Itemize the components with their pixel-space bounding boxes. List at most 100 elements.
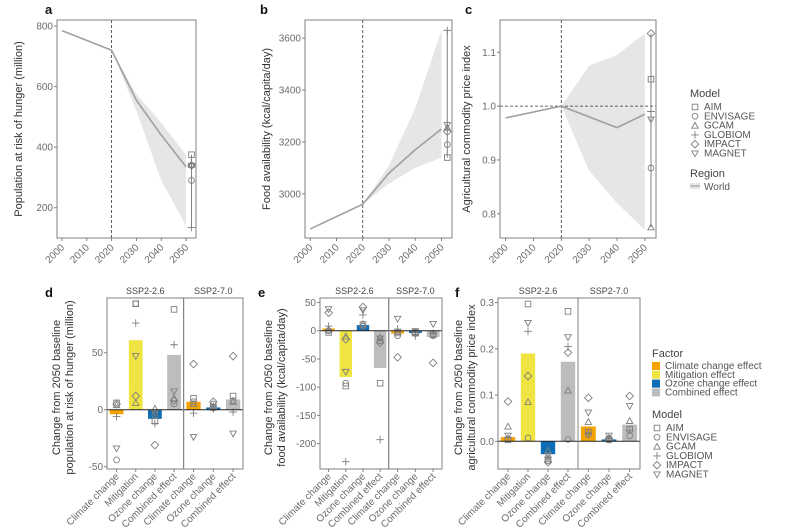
model-point-magnet [187, 162, 196, 171]
model-point-envisage [113, 456, 120, 464]
model-point-magnet [170, 388, 179, 396]
model-point-gcam [358, 319, 367, 327]
legend-label: Climate change effect [665, 361, 762, 372]
x-tick-label: 2050 [423, 242, 447, 266]
model-point-globiom [504, 433, 512, 442]
plot-frame [56, 19, 197, 239]
bar-climate [109, 409, 124, 415]
model-point-aim [188, 151, 195, 158]
model-point-globiom [625, 426, 634, 434]
x-tick-label: 2020 [344, 242, 368, 266]
legend-key-ozone [652, 379, 660, 388]
model-point-globiom [393, 325, 402, 333]
y-tick-label: 0.3 [480, 298, 494, 309]
model-point-impact [503, 397, 513, 406]
model-point-envisage [376, 337, 384, 345]
model-point-impact [604, 434, 614, 444]
model-point-globiom [324, 322, 333, 331]
model-point-magnet [376, 335, 385, 343]
y-tick-label: 3400 [279, 86, 302, 97]
x-tick-label: 2030 [118, 242, 142, 266]
legend-label: Ozone change effect [665, 379, 757, 390]
legend-label: AIM [666, 423, 684, 434]
legend-label: ENVISAGE [704, 111, 755, 122]
model-point-gcam [341, 332, 350, 340]
legend-key-aim [653, 424, 661, 432]
y-tick-label: 0 [97, 405, 103, 416]
facet-strip-label: SSP2-2.6 [519, 286, 558, 296]
facet-frame [577, 297, 641, 470]
x-tick-label: 2050 [168, 242, 192, 266]
bar-ozone [147, 409, 162, 419]
legend-label: GCAM [666, 442, 696, 453]
model-point-envisage [647, 164, 655, 172]
model-point-gcam [504, 422, 512, 430]
y-tick-label: 1.1 [482, 48, 496, 59]
model-point-impact [131, 391, 141, 401]
model-point-envisage [132, 300, 140, 308]
y-axis-label-line1: Change from 2050 baseline [453, 320, 465, 455]
plot-frame [499, 19, 657, 239]
facet-frame [319, 297, 390, 470]
x-tick-label: 2020 [93, 242, 117, 266]
legend-key-envisage [653, 433, 661, 441]
legend-label: GLOBIOM [704, 130, 751, 141]
x-tick-label: 2040 [397, 242, 421, 266]
model-point-aim [647, 75, 655, 83]
legend-key-impact [690, 139, 700, 149]
model-point-impact [523, 371, 533, 381]
x-tick-label: 2000 [292, 242, 316, 266]
model-point-magnet [229, 430, 238, 438]
model-point-magnet [524, 319, 532, 328]
model-point-globiom [359, 311, 367, 319]
y-axis-label-line2: population at risk of hunger (million) [64, 300, 76, 474]
x-tick-label: 2010 [318, 242, 342, 266]
world-mean-line [309, 128, 442, 230]
legend-key-gcam [653, 442, 661, 450]
legend-key-impact [652, 460, 662, 470]
model-point-globiom [584, 429, 593, 438]
model-point-aim [376, 379, 384, 387]
legend-label: AIM [704, 102, 722, 113]
uncertainty-ribbon [111, 50, 187, 226]
legend-key-envisage [691, 112, 699, 120]
model-point-gcam [189, 399, 198, 408]
legend-key-magnet [653, 471, 661, 479]
legend-title: Region [690, 168, 725, 180]
model-point-impact [228, 351, 238, 361]
y-axis-label-line2: food availability (kcal/capita/day) [276, 308, 288, 466]
model-point-magnet [544, 452, 552, 460]
legend-title: Model [690, 88, 720, 100]
model-point-impact [410, 328, 420, 338]
model-point-impact [442, 127, 452, 137]
model-point-impact [169, 396, 179, 406]
model-point-gcam [150, 404, 159, 412]
panel-label: c [465, 2, 472, 17]
panel-a: a 200 400 600 800 2000 2010 2020 2030 2040 2050 Pop… [13, 2, 197, 266]
y-tick-label: 200 [36, 203, 53, 214]
x-tick-label: 2040 [599, 242, 623, 266]
model-point-globiom [170, 340, 178, 349]
model-point-magnet [341, 368, 350, 377]
y-tick-label: 0.0 [480, 437, 494, 448]
legend-key-globiom [653, 452, 661, 460]
y-tick-label: -100 [296, 383, 316, 394]
x-tick-label: 2040 [143, 242, 167, 266]
model-point-gcam [524, 397, 532, 405]
model-point-gcam [625, 416, 634, 424]
model-point-impact [150, 440, 160, 450]
x-tick-label: 2000 [487, 242, 511, 266]
model-point-globiom [341, 457, 350, 466]
y-axis-label-line1: Change from 2050 baseline [263, 320, 275, 455]
legend-label: MAGNET [704, 149, 747, 160]
legend-title: Factor [652, 348, 684, 360]
model-point-magnet [429, 320, 438, 329]
model-point-magnet [605, 432, 613, 440]
legend-label: IMPACT [704, 139, 741, 150]
model-point-impact [208, 397, 218, 407]
model-point-globiom [443, 26, 452, 35]
model-point-impact [428, 358, 438, 368]
model-point-gcam [324, 325, 333, 333]
